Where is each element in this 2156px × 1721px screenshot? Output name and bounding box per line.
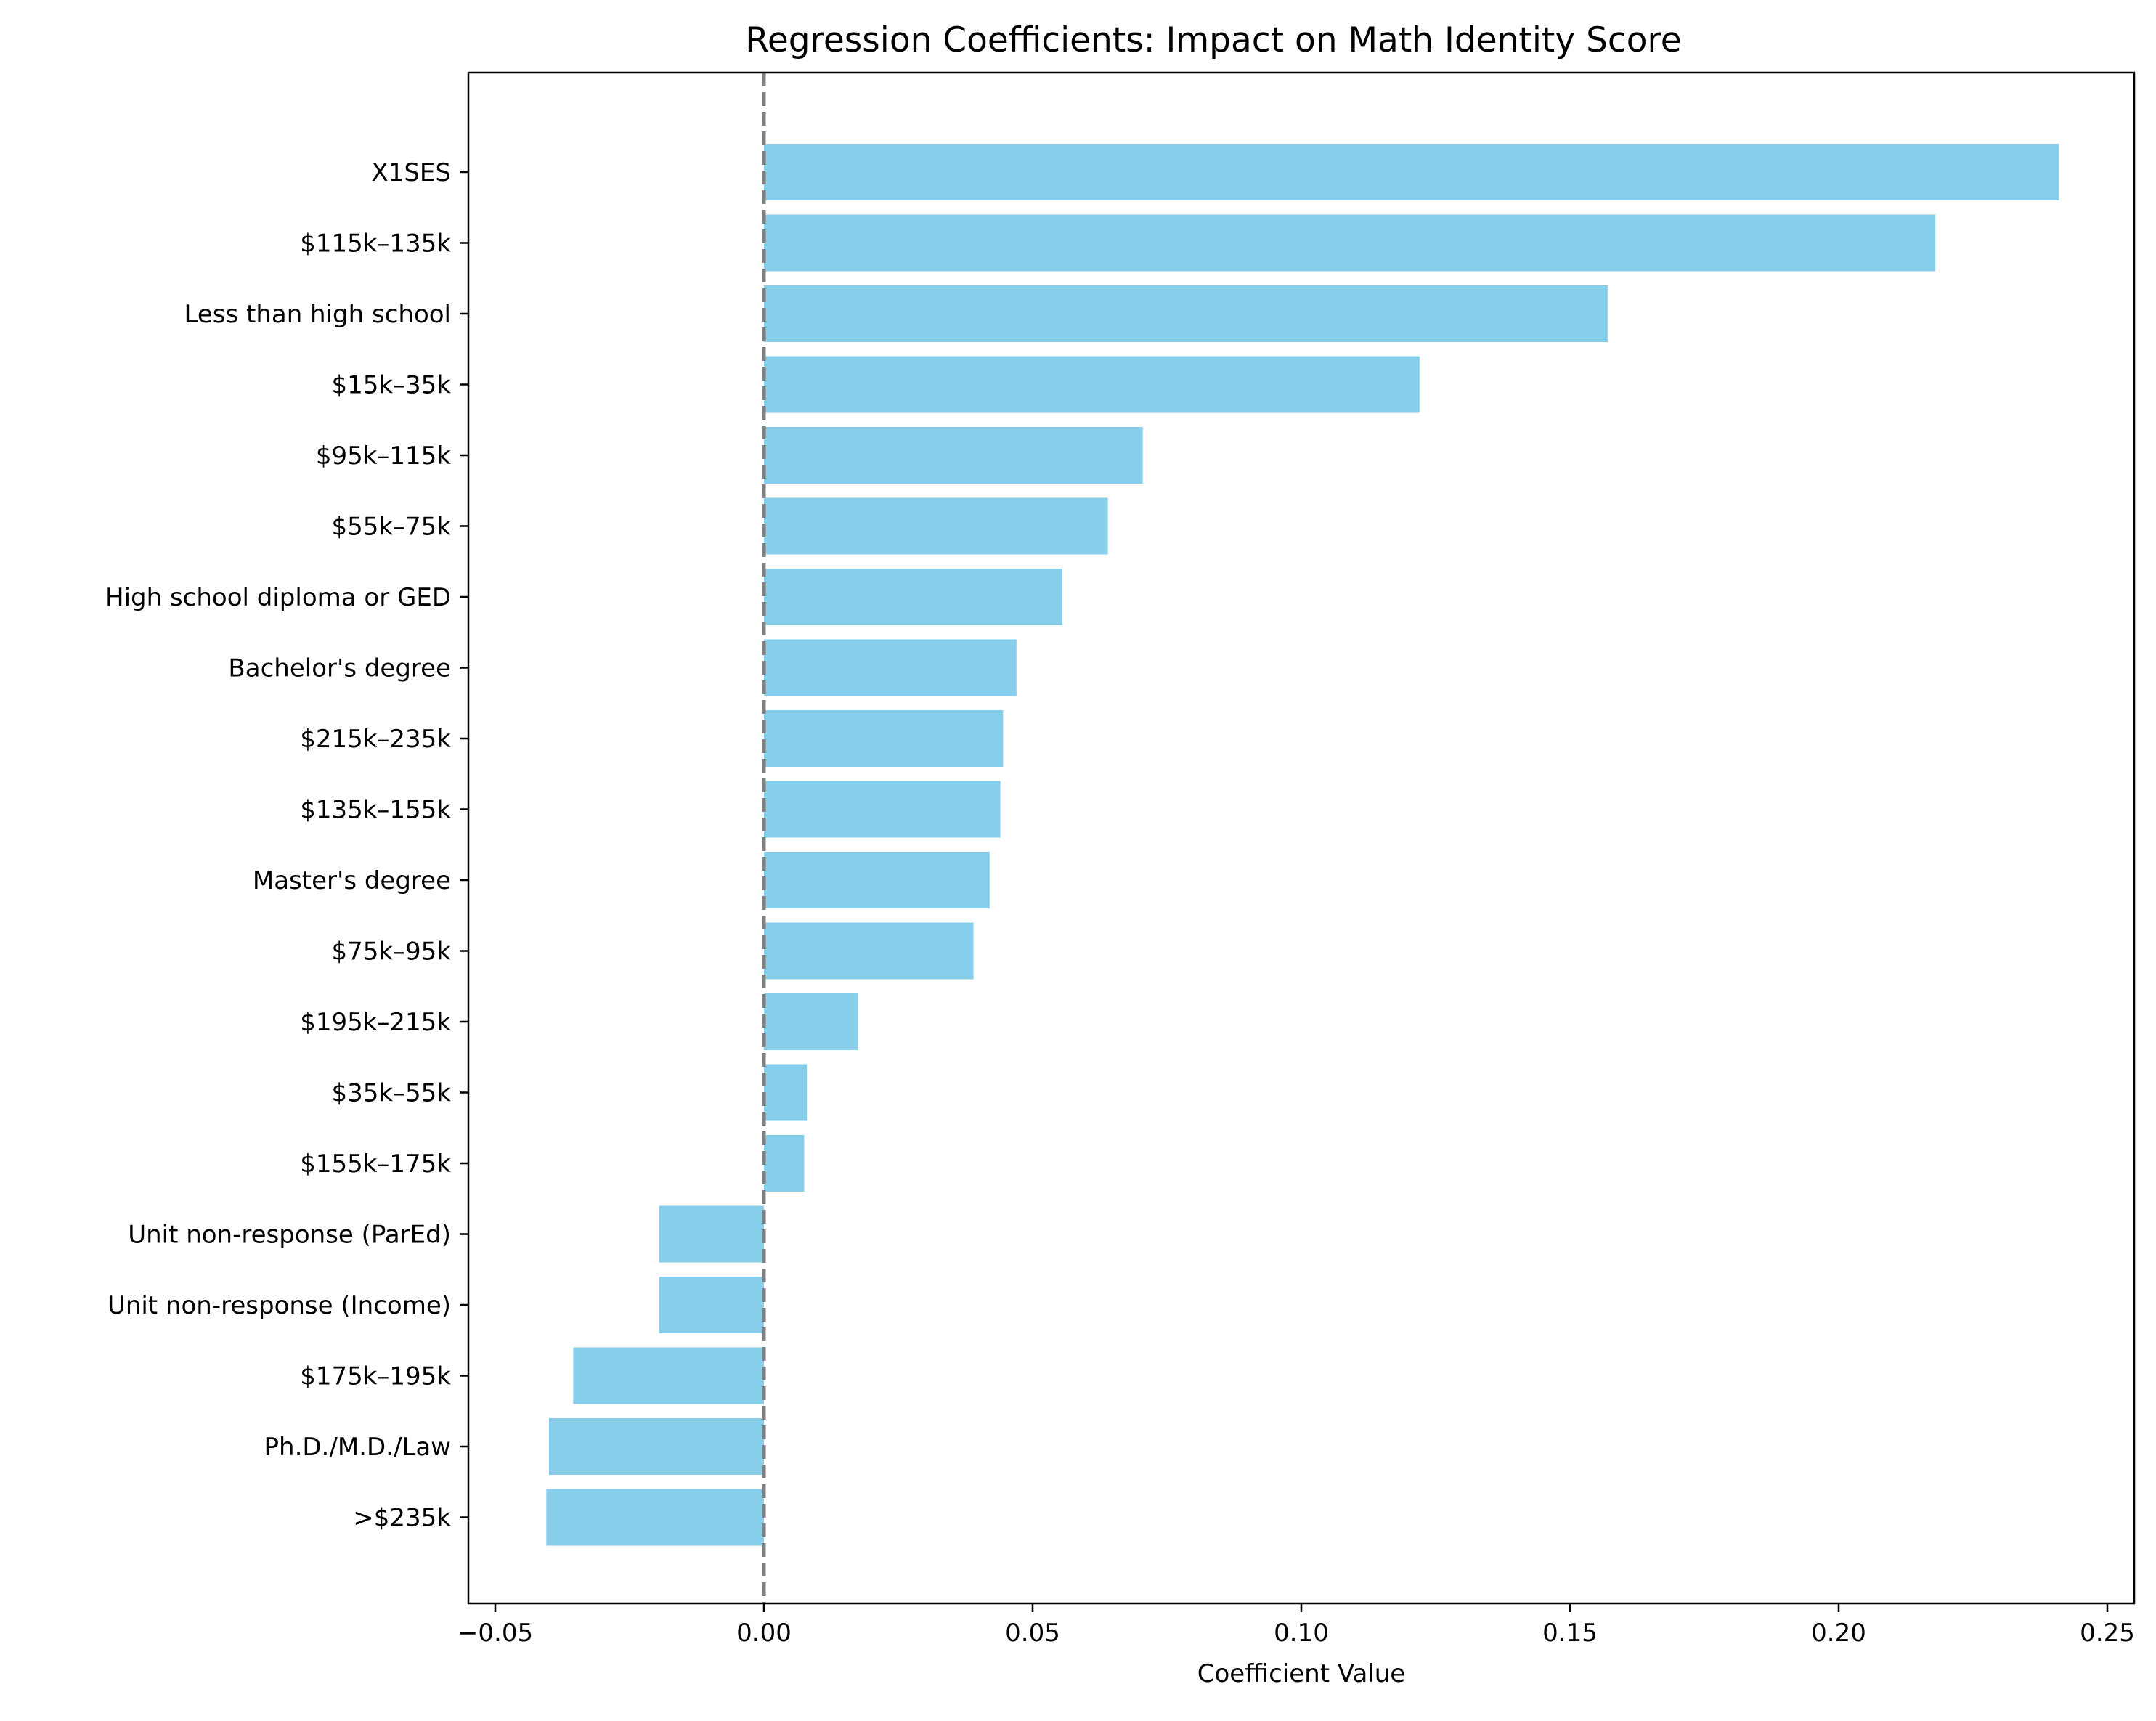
- y-axis: X1SES $115k–135k Less than high school $15k…: [105, 158, 468, 1533]
- bar: [764, 569, 1062, 625]
- x-tick-label: 0.10: [1274, 1619, 1329, 1648]
- bar: [764, 285, 1608, 342]
- x-tick-label: 0.05: [1005, 1619, 1060, 1648]
- bar: [764, 710, 1004, 767]
- bar: [659, 1277, 764, 1333]
- bar: [764, 852, 990, 908]
- bar: [546, 1489, 764, 1546]
- bar: [764, 1064, 808, 1121]
- x-tick-label: 0.25: [2080, 1619, 2135, 1648]
- y-tick-label: Bachelor's degree: [228, 654, 451, 683]
- y-tick-label: Master's degree: [253, 866, 451, 895]
- y-tick-label: Unit non-response (ParEd): [128, 1221, 451, 1250]
- x-tick-label: 0.15: [1542, 1619, 1598, 1648]
- y-tick-label: Ph.D./M.D./Law: [264, 1433, 451, 1462]
- bar: [764, 922, 974, 980]
- y-tick-label: $135k–155k: [300, 796, 451, 825]
- bars-layer: [546, 144, 2059, 1546]
- y-tick-label: $15k–35k: [331, 371, 451, 400]
- y-tick-label: Unit non-response (Income): [107, 1291, 451, 1320]
- y-tick-label: >$235k: [353, 1504, 451, 1533]
- bar: [764, 781, 1001, 838]
- y-tick-label: $75k–95k: [331, 937, 451, 967]
- y-tick-label: $155k–175k: [300, 1150, 451, 1179]
- bar: [573, 1347, 764, 1404]
- bar: [764, 993, 858, 1050]
- y-tick-label: $215k–235k: [300, 725, 451, 754]
- y-tick-label: X1SES: [371, 158, 451, 187]
- chart-title: Regression Coefficients: Impact on Math …: [745, 20, 1681, 60]
- bar: [659, 1205, 764, 1263]
- y-tick-label: $95k–115k: [316, 442, 451, 471]
- bar: [764, 144, 2059, 200]
- x-tick-label: −0.05: [457, 1619, 533, 1648]
- x-axis: −0.05 0.00 0.05 0.10 0.15 0.20 0.25: [457, 1603, 2135, 1648]
- bar: [764, 639, 1017, 696]
- bar: [764, 356, 1420, 413]
- x-axis-label: Coefficient Value: [1197, 1659, 1405, 1688]
- y-tick-label: $175k–195k: [300, 1362, 451, 1391]
- bar: [764, 1135, 805, 1192]
- bar: [764, 427, 1143, 484]
- y-tick-label: High school diploma or GED: [105, 583, 451, 612]
- bar: [549, 1418, 764, 1475]
- y-tick-label: Less than high school: [184, 300, 451, 329]
- y-tick-label: $195k–215k: [300, 1008, 451, 1037]
- y-tick-label: $115k–135k: [300, 229, 451, 259]
- x-tick-label: 0.00: [736, 1619, 792, 1648]
- y-tick-label: $55k–75k: [331, 513, 451, 542]
- x-tick-label: 0.20: [1811, 1619, 1866, 1648]
- bar: [764, 497, 1108, 555]
- bar: [764, 214, 1936, 272]
- y-tick-label: $35k–55k: [331, 1079, 451, 1108]
